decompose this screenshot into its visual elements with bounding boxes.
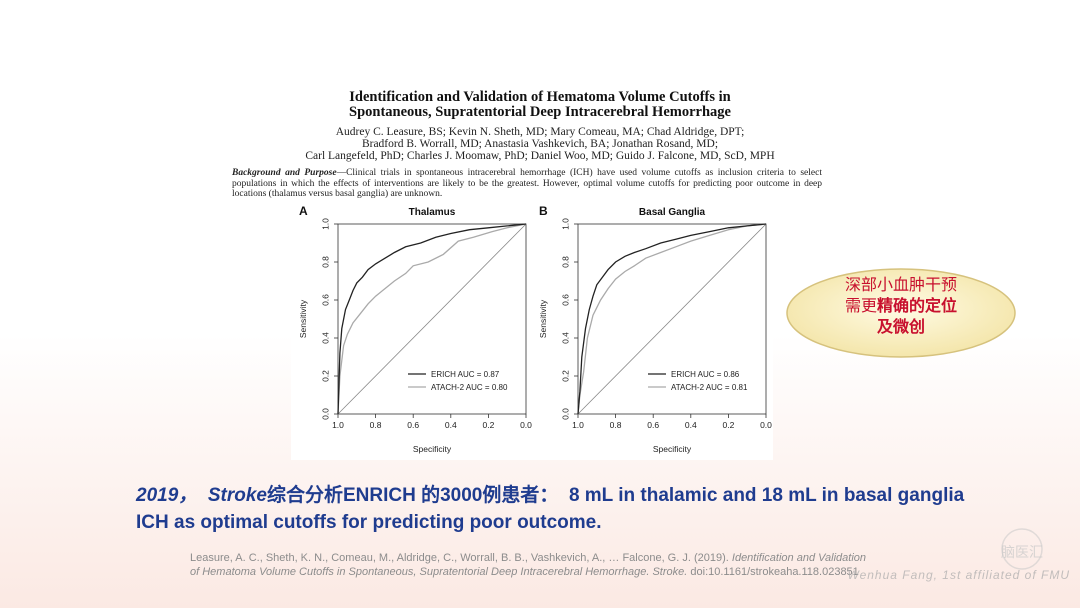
authors-line1: Audrey C. Leasure, BS; Kevin N. Sheth, M… — [335, 126, 745, 138]
x-tick-label: 1.0 — [332, 420, 344, 430]
main-journal: Stroke — [207, 485, 267, 506]
x-tick-label: 0.2 — [722, 420, 734, 430]
figure-background — [291, 198, 773, 460]
roc-curve-series — [577, 223, 767, 415]
x-tick-label: 0.4 — [445, 420, 457, 430]
y-tick-label: 0.2 — [560, 370, 570, 382]
legend-label: ATACH-2 AUC = 0.81 — [671, 383, 748, 392]
y-axis-label: Sensitivity — [298, 299, 308, 338]
panel-letter: B — [539, 204, 548, 218]
paper-title-line2: Spontaneous, Supratentorial Deep Intrace… — [349, 104, 731, 120]
x-tick-label: 0.8 — [610, 420, 622, 430]
paper-title-line1: Identification and Validation of Hematom… — [349, 89, 731, 105]
y-tick-label: 0.6 — [560, 294, 570, 306]
x-tick-label: 0.0 — [520, 420, 532, 430]
y-tick-label: 0.2 — [320, 370, 330, 382]
citation: Leasure, A. C., Sheth, K. N., Comeau, M.… — [190, 551, 870, 579]
panel-letter: A — [299, 204, 308, 218]
roc-panel-basal-ganglia: B Basal Ganglia 1.0 0.8 0.6 0.4 0.2 0.0 0.0 0.2 0.… — [538, 204, 772, 454]
main-statement: 2019， Stroke综合分析ENRICH 的3000例患者： 8 mL in… — [136, 482, 966, 536]
callout-line1: 深部小血肿干预 — [844, 275, 957, 294]
legend-label: ERICH AUC = 0.86 — [671, 370, 740, 379]
y-tick-label: 0.6 — [320, 294, 330, 306]
citation-journal: Stroke. — [652, 566, 688, 578]
authors-line2: Bradford B. Worrall, MD; Anastasia Vashk… — [361, 138, 719, 150]
watermark-logo: 脑医汇 — [1001, 528, 1043, 570]
watermark-logo-text: 脑医汇 — [1001, 545, 1043, 561]
plot-frame — [577, 223, 767, 415]
y-tick-label: 0.8 — [560, 256, 570, 268]
y-tick-label: 0.0 — [560, 408, 570, 420]
main-chinese: 综合分析ENRICH 的3000例患者： — [266, 485, 559, 506]
x-axis-label: Specificity — [413, 444, 452, 454]
y-tick-label: 0.4 — [320, 332, 330, 344]
roc-panel-thalamus: A Thalamus 1.0 0.8 0.6 0.4 0.2 0.0 0.0 0.2 0.4 0.6 0… — [298, 204, 532, 454]
roc-figure: A Thalamus 1.0 0.8 0.6 0.4 0.2 0.0 0.0 0.2 0.4 0.6 0… — [291, 198, 773, 460]
main-english: 8 mL in thalamic and 18 mL in basal gang… — [136, 485, 965, 533]
watermark-author: Wenhua Fang, 1st affiliated of FMU — [847, 568, 1070, 582]
y-axis-label: Sensitivity — [538, 299, 548, 338]
roc-curve-series — [337, 223, 527, 415]
main-year: 2019， — [136, 485, 198, 506]
x-tick-label: 0.2 — [482, 420, 494, 430]
callout-line2-normal: 需更 — [844, 296, 877, 315]
reference-diagonal — [577, 223, 767, 415]
legend-label: ATACH-2 AUC = 0.80 — [431, 383, 508, 392]
chart-title: Thalamus — [409, 207, 456, 218]
y-tick-label: 0.4 — [560, 332, 570, 344]
citation-authors: Leasure, A. C., Sheth, K. N., Comeau, M.… — [190, 552, 729, 564]
x-tick-label: 0.4 — [685, 420, 697, 430]
y-tick-label: 0.0 — [320, 408, 330, 420]
callout-text: 深部小血肿干预 需更精确的定位 及微创 — [783, 274, 1019, 337]
x-tick-label: 0.0 — [760, 420, 772, 430]
callout-line2: 需更精确的定位 — [783, 295, 1019, 316]
callout-line2-bold: 精确的定位 — [877, 296, 958, 315]
callout-ellipse — [786, 268, 1016, 358]
citation-doi: doi:10.1161/strokeaha.118.023851 — [690, 566, 859, 578]
abstract-text: —Clinical trials in spontaneous intracer… — [232, 168, 822, 199]
roc-curve-series — [577, 223, 767, 415]
paper-authors: Audrey C. Leasure, BS; Kevin N. Sheth, M… — [170, 126, 910, 162]
y-tick-label: 1.0 — [320, 218, 330, 230]
y-tick-label: 1.0 — [560, 218, 570, 230]
authors-line3: Carl Langefeld, PhD; Charles J. Moomaw, … — [305, 150, 775, 162]
citation-title: Identification and Validation of Hematom… — [190, 552, 867, 578]
x-tick-label: 0.6 — [647, 420, 659, 430]
reference-diagonal — [337, 223, 527, 415]
x-tick-label: 1.0 — [572, 420, 584, 430]
x-axis-label: Specificity — [653, 444, 692, 454]
abstract-heading: Background and Purpose — [232, 168, 337, 178]
legend-label: ERICH AUC = 0.87 — [431, 370, 500, 379]
x-tick-label: 0.8 — [370, 420, 382, 430]
x-tick-label: 0.6 — [407, 420, 419, 430]
paper-abstract: Background and Purpose—Clinical trials i… — [232, 168, 822, 200]
chart-title: Basal Ganglia — [639, 207, 706, 218]
plot-frame — [337, 223, 527, 415]
paper-title: Identification and Validation of Hematom… — [160, 90, 920, 120]
callout-line3: 及微创 — [876, 317, 925, 336]
y-tick-label: 0.8 — [320, 256, 330, 268]
roc-curve-series — [337, 223, 527, 415]
